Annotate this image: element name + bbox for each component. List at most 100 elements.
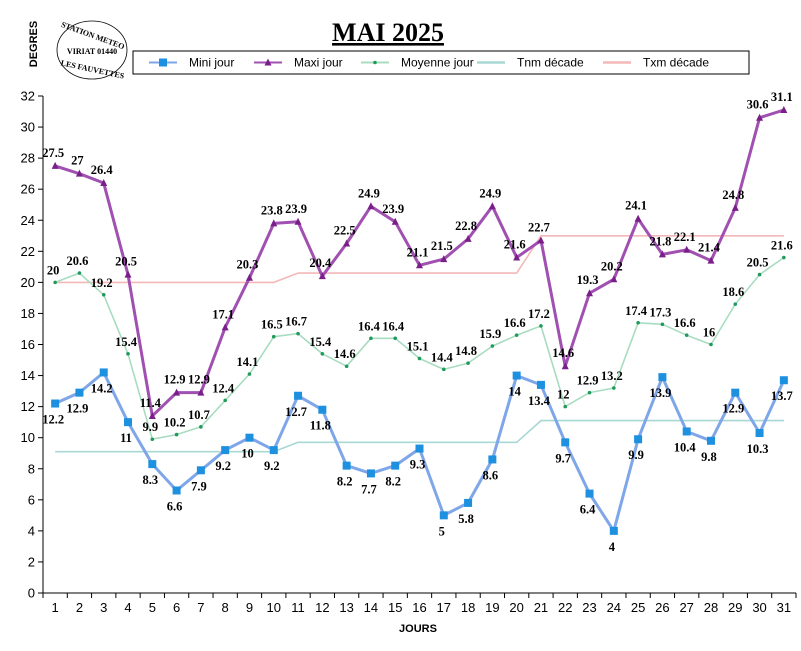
x-tick-label: 7 [197,600,204,615]
data-label: 5.8 [458,512,474,526]
data-point-moyenne [514,333,519,337]
data-point-maxi [318,272,326,280]
data-point-maxi [100,178,108,186]
data-point-maxi [756,113,764,121]
data-point-maxi [367,202,375,210]
data-point-mini [488,455,497,464]
data-point-maxi [245,273,253,281]
data-point-mini [75,388,84,397]
data-label: 21.5 [431,239,453,253]
data-point-maxi [416,261,423,269]
x-tick-label: 28 [704,600,718,615]
data-label: 12.9 [164,373,186,387]
data-label: 7.7 [361,482,377,496]
series-line-4 [55,235,784,284]
data-point-mini [51,399,60,408]
data-point-mini [536,380,545,389]
data-label: 14.8 [455,344,477,358]
data-point-moyenne [53,280,57,285]
data-label: 8.2 [385,475,401,489]
data-point-maxi [464,234,472,242]
data-label: 12.7 [285,405,307,419]
data-point-maxi [488,202,496,210]
data-point-mini [512,371,521,380]
data-point-maxi [658,250,666,258]
data-point-maxi [586,289,594,297]
data-point-moyenne [563,404,568,409]
chart-title: MAI 2025 [332,18,444,47]
data-point-moyenne [441,367,446,372]
y-tick-label: 14 [21,368,35,383]
data-point-moyenne [587,390,592,395]
data-label: 16.6 [674,316,696,330]
data-label: 17.1 [212,307,234,321]
x-tick-label: 14 [364,600,378,615]
data-point-moyenne [101,293,106,297]
data-label: 15.1 [407,339,429,353]
data-label: 22.8 [455,219,477,233]
data-point-mini [391,461,400,470]
x-tick-label: 10 [267,600,281,615]
data-point-maxi [148,411,156,419]
data-label: 16.4 [382,319,405,333]
data-point-maxi [124,270,132,278]
data-point-moyenne [126,352,130,356]
data-label: 20.3 [237,258,259,272]
data-point-maxi [513,253,521,261]
data-label: 24.9 [479,186,501,200]
data-label: 17.2 [528,307,550,321]
data-point-mini [318,405,327,414]
data-label: 27 [71,154,84,168]
legend-label: Maxi jour [294,56,343,70]
data-point-moyenne [77,271,82,275]
data-point-mini [779,376,788,385]
data-point-maxi [221,323,229,331]
data-label: 12.9 [722,402,744,416]
data-label: 19.3 [577,273,599,287]
data-point-maxi [197,388,205,396]
x-tick-label: 20 [509,600,523,615]
data-label: 11.8 [310,419,331,433]
x-tick-label: 8 [222,600,229,615]
x-tick-label: 24 [607,600,621,615]
data-point-maxi [270,219,278,227]
data-label: 12.9 [188,373,210,387]
data-label: 12.9 [66,402,88,416]
y-tick-label: 28 [21,151,35,166]
data-label: 14.2 [91,381,113,395]
data-label: 12.4 [212,381,235,395]
x-tick-label: 9 [246,600,253,615]
data-point-maxi [343,239,351,247]
data-label: 20.5 [115,255,137,269]
y-tick-label: 30 [21,120,35,135]
data-point-mini [99,368,108,377]
data-label: 31.1 [771,90,793,104]
data-label: 13.2 [601,369,623,383]
x-tick-label: 12 [315,600,329,615]
data-point-mini [148,460,157,469]
data-label: 8.3 [142,473,158,487]
data-point-mini [415,444,424,453]
data-label: 10.2 [164,416,186,430]
data-point-moyenne [660,322,665,327]
x-tick-label: 31 [777,600,791,615]
data-point-mini [634,435,643,444]
data-point-moyenne [466,361,470,365]
x-tick-label: 22 [558,600,572,615]
data-label: 22.1 [674,230,696,244]
data-label: 16.6 [504,316,526,330]
x-tick-label: 23 [582,600,596,615]
y-tick-label: 10 [21,430,35,445]
data-point-moyenne [709,342,713,347]
data-point-mini [706,436,715,445]
y-tick-label: 16 [21,337,35,352]
data-label: 24.1 [625,199,647,213]
data-label: 22.7 [528,220,550,234]
data-point-moyenne [296,331,300,336]
legend-label: Txm décade [643,56,709,70]
data-label: 23.9 [382,202,404,216]
data-point-mini [366,469,375,478]
x-axis-label: JOURS [399,623,437,635]
data-label: 21.1 [407,245,429,259]
